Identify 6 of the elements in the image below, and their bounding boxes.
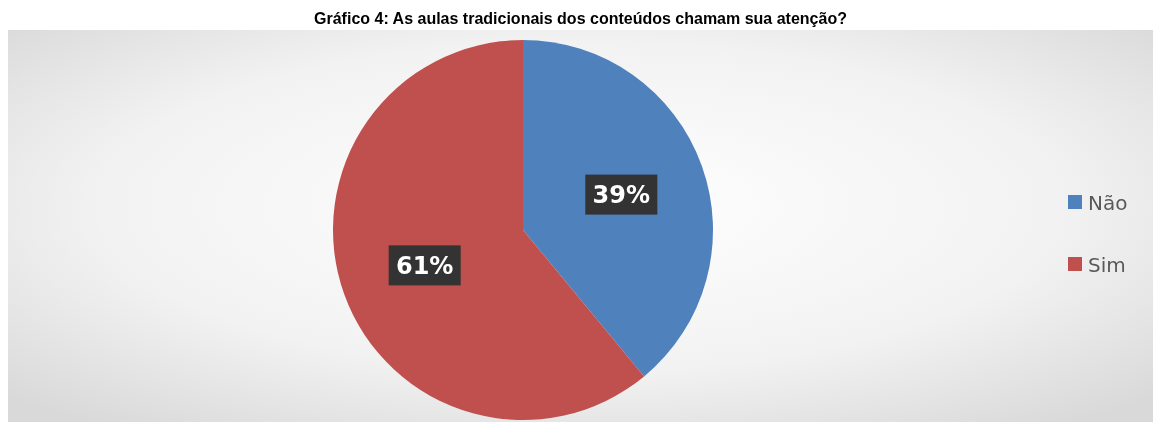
data-label: 61%: [395, 251, 454, 280]
pie-slice: [523, 40, 713, 377]
legend-label: Sim: [1088, 253, 1126, 277]
data-label: 39%: [592, 181, 651, 209]
legend-label: Não: [1088, 191, 1128, 215]
chart-title: Gráfico 4: As aulas tradicionais dos conteúdos chamam sua atenção?: [314, 10, 847, 27]
